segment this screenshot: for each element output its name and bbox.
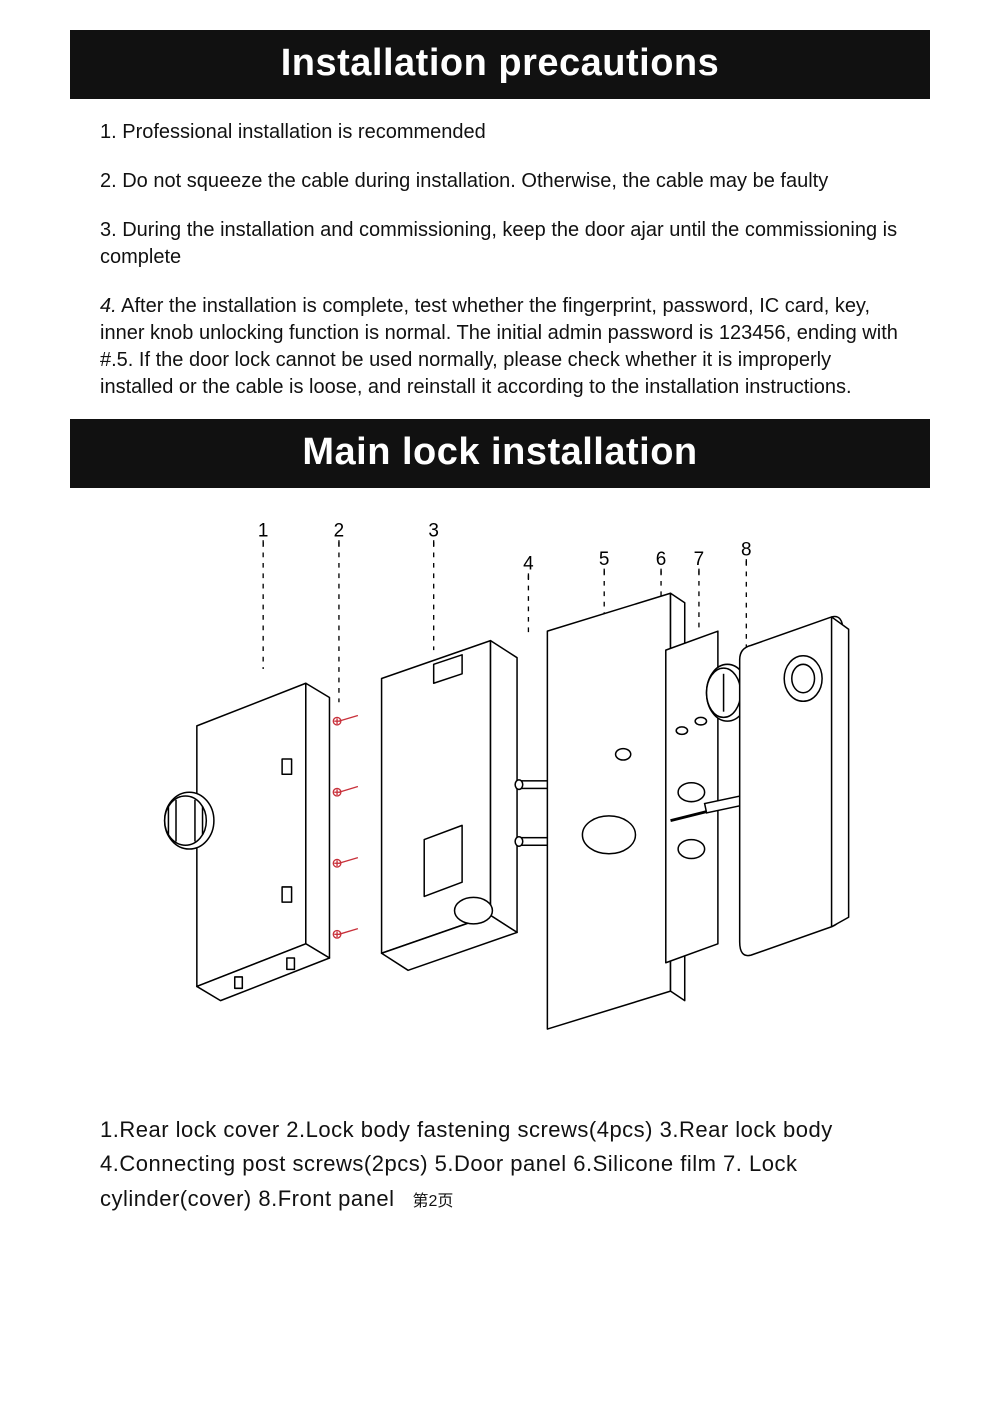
page-number: 第2页: [413, 1193, 454, 1210]
part-rear-lock-cover: [165, 683, 330, 1000]
fastening-screw-3: [333, 858, 358, 867]
diagram-label-8: 8: [741, 539, 752, 560]
part-rear-lock-body: [382, 641, 517, 971]
parts-legend: 1.Rear lock cover 2.Lock body fastening …: [100, 1113, 900, 1215]
precaution-3: 3. During the installation and commissio…: [100, 217, 900, 271]
diagram-label-1: 1: [258, 520, 269, 541]
part-fastening-screws: [333, 715, 358, 938]
precaution-4: 4. After the installation is complete, t…: [100, 293, 900, 401]
legend-line-2: 4.Connecting post screws(2pcs) 5.Door pa…: [100, 1147, 900, 1181]
precautions-block: 1. Professional installation is recommen…: [100, 119, 900, 401]
fastening-screw-4: [333, 929, 358, 938]
diagram-label-4: 4: [523, 554, 534, 575]
part-front-panel: [740, 617, 849, 956]
diagram-label-5: 5: [599, 549, 610, 570]
precaution-4-number: 4.: [100, 295, 117, 317]
exploded-diagram: 1 2 3 4 5 6 7 8: [140, 508, 860, 1095]
precaution-2: 2. Do not squeeze the cable during insta…: [100, 168, 900, 195]
diagram-label-2: 2: [334, 520, 345, 541]
fastening-screw-2: [333, 787, 358, 796]
section-header-main-lock: Main lock installation: [70, 419, 930, 488]
diagram-label-7: 7: [694, 549, 705, 570]
diagram-label-6: 6: [656, 549, 667, 570]
section-header-precautions: Installation precautions: [70, 30, 930, 99]
legend-line-3: cylinder(cover) 8.Front panel第2页: [100, 1182, 900, 1216]
diagram-label-3: 3: [428, 520, 439, 541]
part-door-panel: [547, 593, 684, 1029]
fastening-screw-1: [333, 715, 358, 724]
legend-line-1: 1.Rear lock cover 2.Lock body fastening …: [100, 1113, 900, 1147]
precaution-1: 1. Professional installation is recommen…: [100, 119, 900, 146]
precaution-4-text: After the installation is complete, test…: [100, 295, 898, 398]
